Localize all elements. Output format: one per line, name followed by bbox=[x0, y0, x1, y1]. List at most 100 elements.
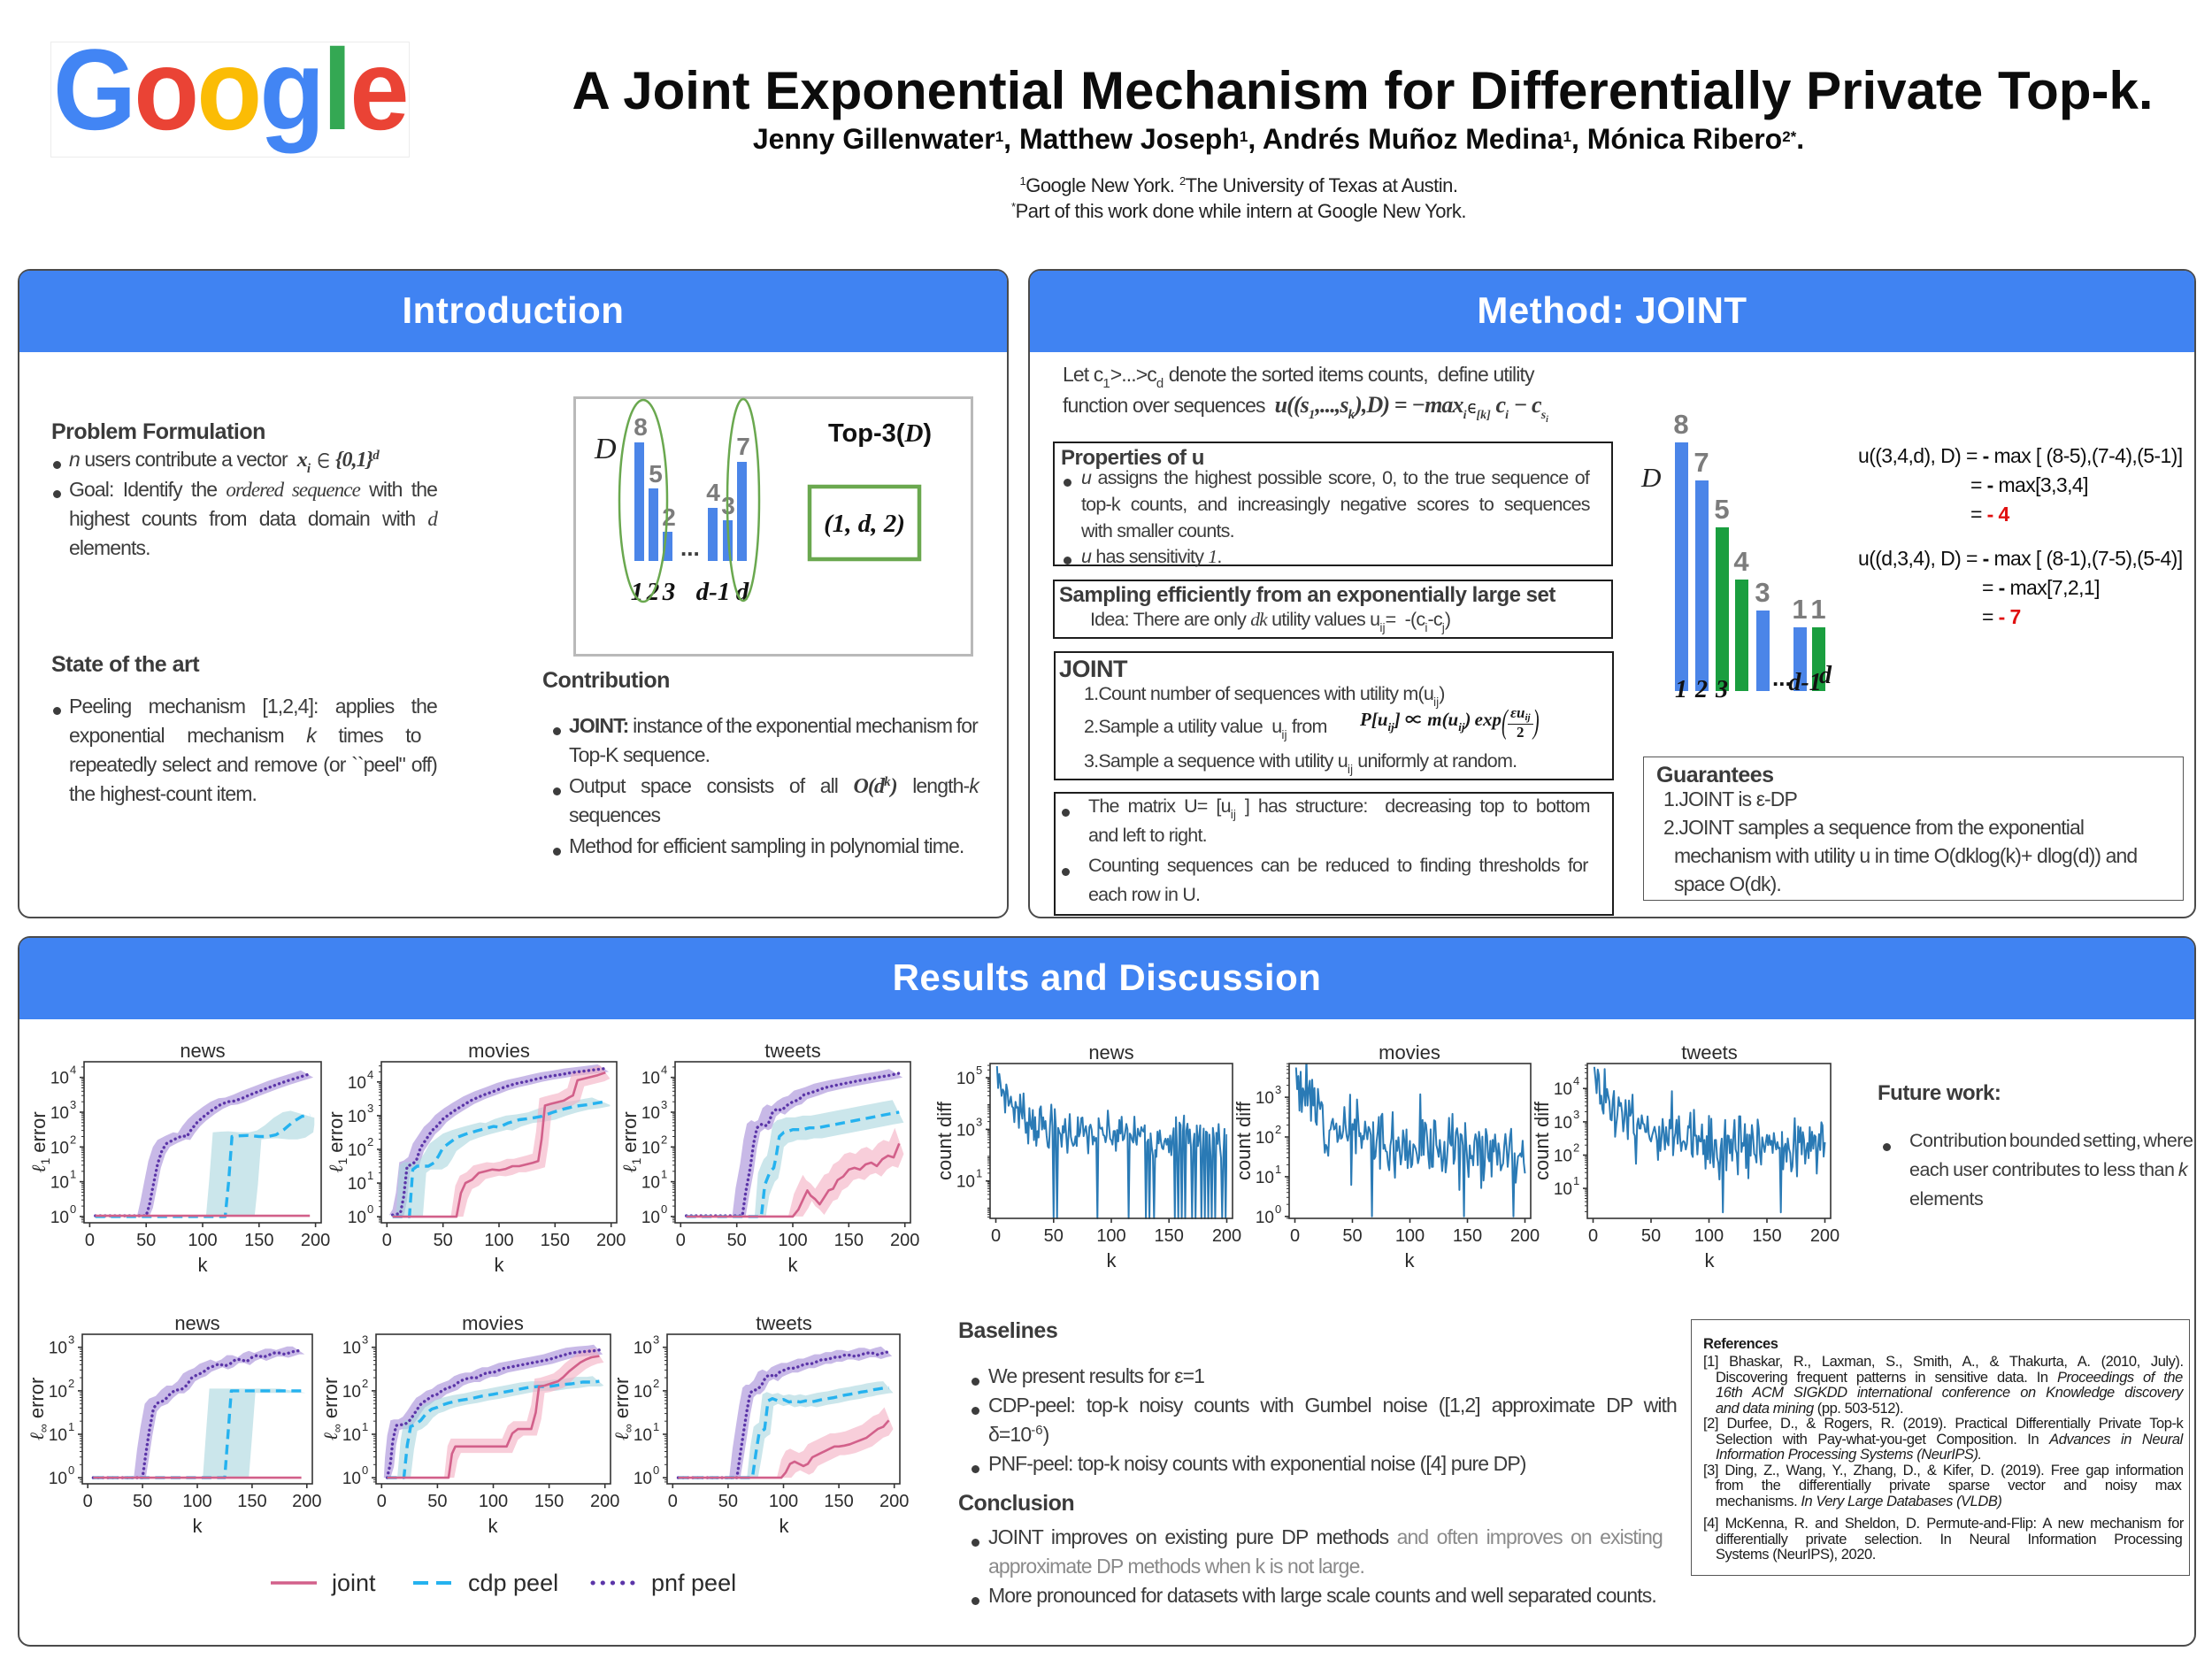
svg-text:10: 10 bbox=[342, 1340, 361, 1358]
svg-text:ℓ1error: ℓ1error bbox=[29, 1111, 52, 1172]
svg-text:7: 7 bbox=[1694, 447, 1709, 478]
svg-text:1: 1 bbox=[367, 1169, 373, 1182]
svg-text:100: 100 bbox=[1694, 1226, 1724, 1246]
svg-text:1: 1 bbox=[1792, 594, 1807, 625]
svg-text:10: 10 bbox=[641, 1070, 660, 1088]
svg-text:8: 8 bbox=[634, 413, 648, 441]
svg-text:k: k bbox=[1107, 1249, 1118, 1268]
svg-text:10: 10 bbox=[956, 1070, 975, 1088]
svg-text:50: 50 bbox=[727, 1231, 747, 1250]
svg-text:10: 10 bbox=[1256, 1169, 1274, 1187]
svg-text:10: 10 bbox=[1554, 1114, 1572, 1133]
svg-text:8: 8 bbox=[1673, 409, 1688, 440]
svg-text:10: 10 bbox=[348, 1141, 366, 1160]
svg-text:150: 150 bbox=[541, 1231, 570, 1250]
svg-text:200: 200 bbox=[890, 1231, 919, 1250]
svg-text:10: 10 bbox=[634, 1340, 652, 1358]
svg-text:10: 10 bbox=[1256, 1129, 1274, 1148]
svg-text:count diff: count diff bbox=[1532, 1101, 1553, 1180]
svg-text:50: 50 bbox=[133, 1492, 152, 1511]
svg-text:2: 2 bbox=[1694, 676, 1708, 703]
svg-text:2: 2 bbox=[661, 1133, 667, 1146]
svg-text:1: 1 bbox=[1573, 1174, 1579, 1187]
svg-text:(1, d, 2): (1, d, 2) bbox=[824, 510, 905, 538]
svg-text:200: 200 bbox=[879, 1492, 909, 1511]
svg-text:0: 0 bbox=[1290, 1226, 1300, 1246]
svg-text:100: 100 bbox=[1096, 1226, 1125, 1246]
svg-text:200: 200 bbox=[1510, 1226, 1540, 1246]
svg-text:7: 7 bbox=[736, 433, 750, 460]
svg-text:4: 4 bbox=[661, 1064, 667, 1077]
svg-text:k: k bbox=[193, 1515, 204, 1533]
svg-text:50: 50 bbox=[1044, 1226, 1064, 1246]
svg-text:news: news bbox=[1088, 1041, 1133, 1064]
svg-text:0: 0 bbox=[362, 1463, 368, 1477]
svg-text:3: 3 bbox=[70, 1098, 76, 1111]
svg-text:10: 10 bbox=[1554, 1180, 1572, 1199]
svg-text:0: 0 bbox=[377, 1492, 387, 1511]
svg-text:100: 100 bbox=[769, 1492, 798, 1511]
svg-text:10: 10 bbox=[1554, 1148, 1572, 1166]
svg-text:0: 0 bbox=[653, 1463, 659, 1477]
svg-text:count diff: count diff bbox=[1234, 1101, 1255, 1180]
svg-text:10: 10 bbox=[49, 1470, 67, 1488]
svg-text:d: d bbox=[736, 578, 749, 606]
svg-text:10: 10 bbox=[50, 1139, 69, 1157]
svg-text:k: k bbox=[1705, 1249, 1716, 1268]
svg-text:k: k bbox=[788, 1254, 799, 1272]
svg-text:joint: joint bbox=[331, 1570, 376, 1596]
svg-text:4: 4 bbox=[367, 1068, 373, 1081]
svg-text:k: k bbox=[780, 1515, 790, 1533]
svg-text:1: 1 bbox=[1810, 594, 1825, 625]
svg-text:5: 5 bbox=[1714, 494, 1729, 525]
svg-text:2: 2 bbox=[662, 503, 676, 531]
svg-text:10: 10 bbox=[50, 1104, 69, 1123]
svg-text:0: 0 bbox=[676, 1231, 686, 1250]
svg-text:10: 10 bbox=[342, 1426, 361, 1445]
svg-text:3: 3 bbox=[661, 1098, 667, 1111]
svg-text:0: 0 bbox=[1275, 1202, 1281, 1216]
svg-text:ℓ∞error: ℓ∞error bbox=[612, 1378, 635, 1441]
svg-text:k: k bbox=[198, 1254, 209, 1272]
svg-text:50: 50 bbox=[1641, 1226, 1661, 1246]
svg-text:3: 3 bbox=[367, 1102, 373, 1115]
svg-text:3: 3 bbox=[976, 1115, 982, 1128]
svg-text:10: 10 bbox=[634, 1426, 652, 1445]
svg-text:10: 10 bbox=[1554, 1080, 1572, 1099]
svg-text:10: 10 bbox=[634, 1383, 652, 1402]
svg-text:D: D bbox=[594, 433, 617, 465]
svg-text:5: 5 bbox=[649, 460, 663, 488]
svg-text:Top-3(D): Top-3(D) bbox=[828, 419, 932, 448]
svg-text:200: 200 bbox=[1212, 1226, 1241, 1246]
svg-text:10: 10 bbox=[956, 1121, 975, 1140]
svg-text:100: 100 bbox=[778, 1231, 807, 1250]
svg-text:tweets: tweets bbox=[1681, 1041, 1738, 1064]
svg-text:200: 200 bbox=[301, 1231, 330, 1250]
svg-text:50: 50 bbox=[1342, 1226, 1362, 1246]
svg-text:d-1: d-1 bbox=[696, 578, 731, 606]
svg-text:10: 10 bbox=[50, 1174, 69, 1193]
svg-text:d: d bbox=[1819, 662, 1832, 689]
svg-text:...: ... bbox=[680, 534, 700, 561]
svg-text:10: 10 bbox=[348, 1209, 366, 1227]
svg-text:k: k bbox=[488, 1515, 499, 1533]
svg-text:2: 2 bbox=[1573, 1141, 1579, 1155]
svg-text:4: 4 bbox=[706, 479, 720, 506]
svg-text:100: 100 bbox=[188, 1231, 217, 1250]
svg-text:10: 10 bbox=[342, 1470, 361, 1488]
svg-text:3: 3 bbox=[1275, 1083, 1281, 1096]
svg-text:tweets: tweets bbox=[756, 1312, 812, 1334]
svg-text:d-1: d-1 bbox=[1788, 669, 1821, 696]
svg-text:150: 150 bbox=[1752, 1226, 1781, 1246]
svg-text:count diff: count diff bbox=[935, 1101, 956, 1180]
svg-text:2: 2 bbox=[70, 1133, 76, 1146]
svg-text:3: 3 bbox=[662, 578, 676, 606]
svg-text:3: 3 bbox=[1573, 1108, 1579, 1121]
svg-text:1: 1 bbox=[362, 1420, 368, 1433]
svg-text:3: 3 bbox=[1715, 676, 1728, 703]
svg-text:4: 4 bbox=[70, 1064, 76, 1077]
svg-text:50: 50 bbox=[718, 1492, 738, 1511]
svg-text:2: 2 bbox=[1275, 1123, 1281, 1136]
svg-text:10: 10 bbox=[1256, 1089, 1274, 1108]
svg-text:10: 10 bbox=[641, 1209, 660, 1227]
